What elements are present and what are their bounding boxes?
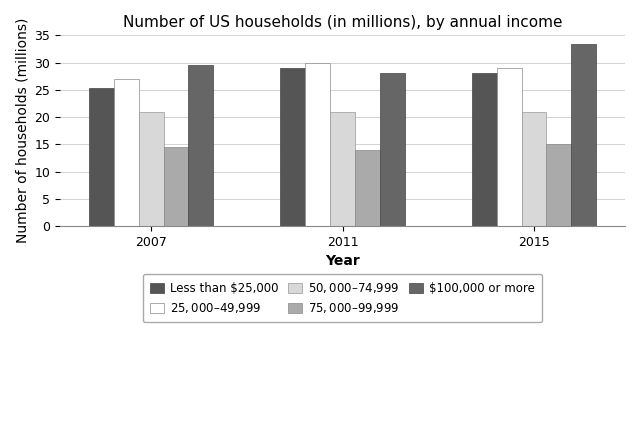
Bar [497,68,522,226]
Bar [114,79,139,226]
Bar [330,112,355,226]
Title: Number of US households (in millions), by annual income: Number of US households (in millions), b… [123,15,563,30]
Legend: Less than $25,000, $25,000–$49,999, $50,000–$74,999, $75,000–$99,999, $100,000 o: Less than $25,000, $25,000–$49,999, $50,… [143,274,542,322]
Bar [355,150,380,226]
Bar [164,147,188,226]
Bar [89,88,114,226]
Bar [472,73,497,226]
Bar [188,65,213,226]
Bar [380,73,405,226]
Bar [572,43,596,226]
Y-axis label: Number of households (millions): Number of households (millions) [15,18,29,243]
Bar [547,144,572,226]
Bar [280,68,305,226]
Bar [305,63,330,226]
Bar [522,112,547,226]
Bar [139,112,164,226]
X-axis label: Year: Year [325,254,360,268]
